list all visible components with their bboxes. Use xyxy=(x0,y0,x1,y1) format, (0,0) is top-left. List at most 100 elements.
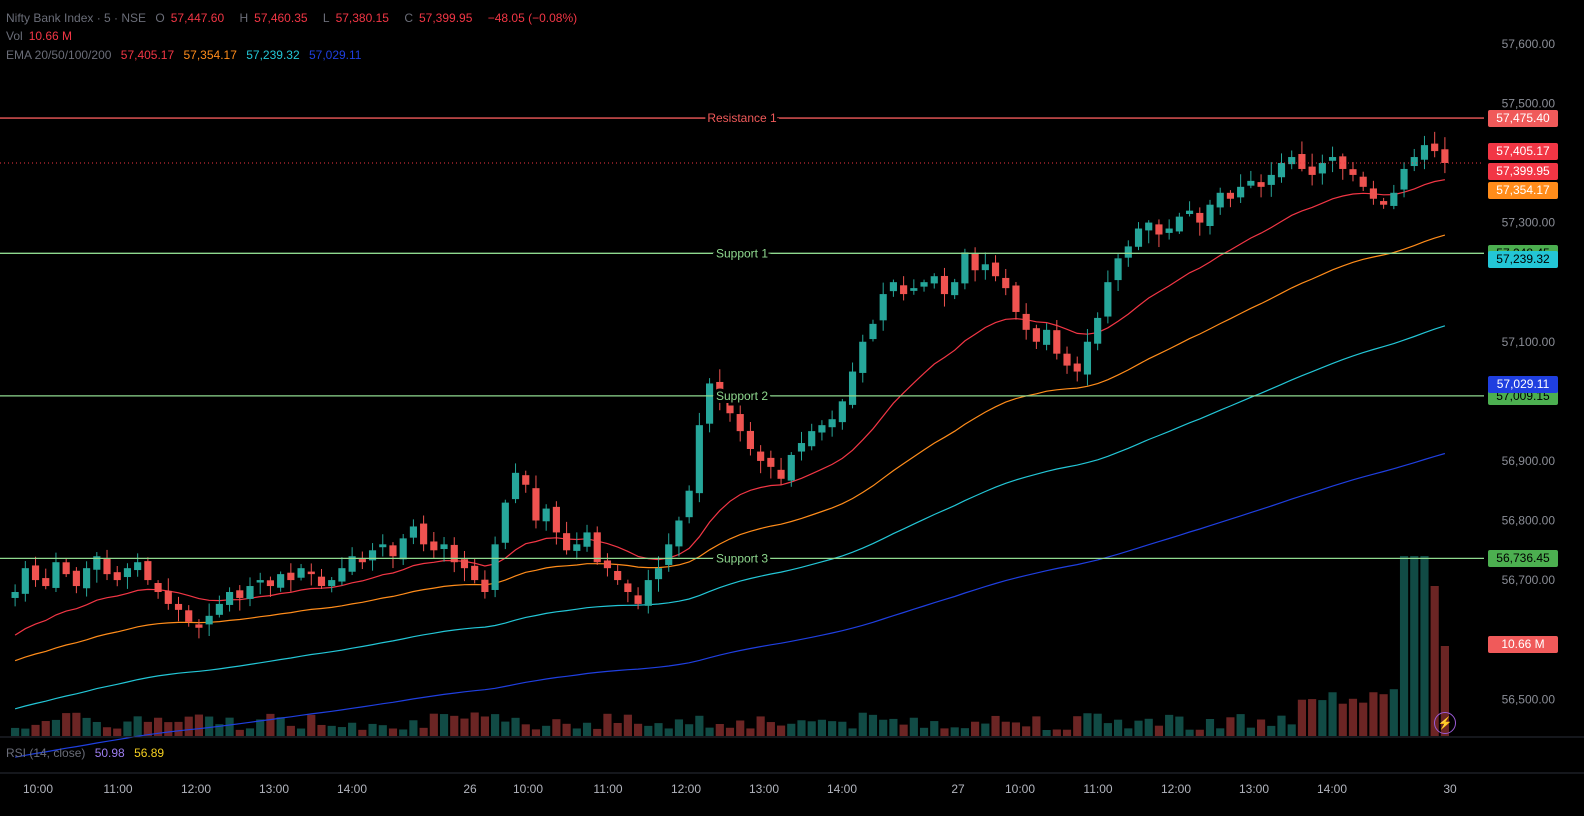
ema50-line xyxy=(14,234,1446,662)
candle-body xyxy=(1257,182,1265,187)
volume-bar xyxy=(409,720,418,736)
volume-bar xyxy=(358,729,367,736)
candle-body xyxy=(1308,166,1316,175)
volume-bar xyxy=(439,714,449,736)
volume-bar xyxy=(634,723,643,736)
candle-body xyxy=(307,571,315,575)
volume-bar xyxy=(215,724,224,736)
candle-body xyxy=(134,562,142,571)
rsi-value-1: 50.98 xyxy=(94,746,125,760)
candle-body xyxy=(522,475,530,485)
candle-body xyxy=(1441,149,1449,163)
volume-bar xyxy=(1205,719,1215,736)
candle-body xyxy=(1022,313,1030,330)
time-axis-label: 14:00 xyxy=(826,782,858,796)
ema20-value: 57,405.17 xyxy=(120,48,175,62)
symbol-name[interactable]: Nifty Bank Index · 5 · NSE xyxy=(6,11,147,25)
candle-body xyxy=(1002,277,1010,289)
ema200-value: 57,029.11 xyxy=(308,48,362,62)
volume-bar xyxy=(1246,727,1255,736)
volume-bar xyxy=(276,717,285,736)
candle-body xyxy=(389,545,397,557)
candle-body xyxy=(450,544,458,563)
candle-body xyxy=(991,262,1000,277)
candle-body xyxy=(246,586,254,599)
time-axis-label: 30 xyxy=(1443,782,1457,796)
y-axis-tick-label: 56,800.00 xyxy=(1502,514,1556,528)
candle-body xyxy=(951,282,959,296)
y-axis-tick-label: 56,500.00 xyxy=(1502,692,1556,706)
candle-body xyxy=(144,561,152,581)
time-axis-label: 12:00 xyxy=(180,782,212,796)
candle-body xyxy=(42,578,50,587)
candle-body xyxy=(409,526,417,538)
volume-bar xyxy=(1134,720,1143,736)
candle-body xyxy=(266,580,274,587)
candle-body xyxy=(1094,317,1102,344)
candle-body xyxy=(665,544,673,565)
candle-body xyxy=(1216,192,1224,208)
rsi-value-2: 56.89 xyxy=(134,746,165,760)
candle-body xyxy=(869,323,877,340)
candle-body xyxy=(695,425,703,494)
volume-bar xyxy=(787,723,796,736)
lightning-icon[interactable]: ⚡ xyxy=(1434,712,1456,734)
volume-bar xyxy=(378,725,387,736)
ema100-line xyxy=(14,325,1446,710)
candle-body xyxy=(1390,192,1398,206)
candle-body xyxy=(1134,228,1143,247)
volume-bar xyxy=(991,715,1000,736)
volume-legend[interactable]: Vol 10.66 M xyxy=(6,29,78,43)
volume-bar xyxy=(92,721,101,736)
candle-body xyxy=(746,430,754,449)
candle-body xyxy=(644,580,652,606)
volume-bar xyxy=(950,727,959,736)
candle-body xyxy=(900,285,908,295)
volume-bar xyxy=(368,723,377,736)
volume-bar xyxy=(940,728,949,736)
volume-bar xyxy=(1083,713,1092,736)
candle-body xyxy=(593,532,601,563)
volume-bar xyxy=(1430,586,1439,736)
rsi-legend[interactable]: RSI (14, close) 50.98 56.89 xyxy=(6,746,170,760)
candle-body xyxy=(1206,204,1214,226)
volume-bar xyxy=(184,716,193,736)
volume-bar xyxy=(143,721,152,736)
candle-body xyxy=(573,544,581,551)
volume-bar xyxy=(868,714,878,736)
volume-bar xyxy=(1093,713,1102,736)
ema-legend[interactable]: EMA 20/50/100/200 57,405.17 57,354.17 57… xyxy=(6,48,367,62)
y-axis-tick-label: 56,900.00 xyxy=(1502,454,1556,468)
volume-bar xyxy=(562,723,571,736)
volume-bar xyxy=(62,713,71,736)
price-tag: 57,029.11 xyxy=(1488,375,1558,393)
candle-body xyxy=(277,574,285,588)
candle-body xyxy=(675,520,683,547)
volume-bar xyxy=(307,714,316,736)
candle-body xyxy=(1043,329,1051,345)
candle-body xyxy=(1267,174,1275,185)
candle-body xyxy=(1420,145,1429,160)
volume-bar xyxy=(1124,728,1133,736)
candle-body xyxy=(164,590,172,604)
volume-bar xyxy=(205,716,214,736)
y-axis-tick-label: 57,100.00 xyxy=(1502,335,1556,349)
candle-body xyxy=(83,568,91,589)
volume-bar xyxy=(746,728,755,736)
volume-bar xyxy=(971,721,980,736)
high-value: 57,460.35 xyxy=(254,11,308,25)
volume-bar xyxy=(542,725,551,736)
candle-body xyxy=(981,264,989,271)
volume-bar xyxy=(1022,726,1031,736)
volume-bar xyxy=(235,729,244,736)
volume-bar xyxy=(1379,694,1388,736)
time-axis-label: 10:00 xyxy=(22,782,54,796)
volume-bar xyxy=(1318,700,1327,736)
candle-body xyxy=(787,454,795,481)
volume-bar xyxy=(419,727,428,736)
candle-body xyxy=(11,592,19,598)
volume-bar xyxy=(72,712,81,736)
volume-bar xyxy=(1420,556,1429,736)
